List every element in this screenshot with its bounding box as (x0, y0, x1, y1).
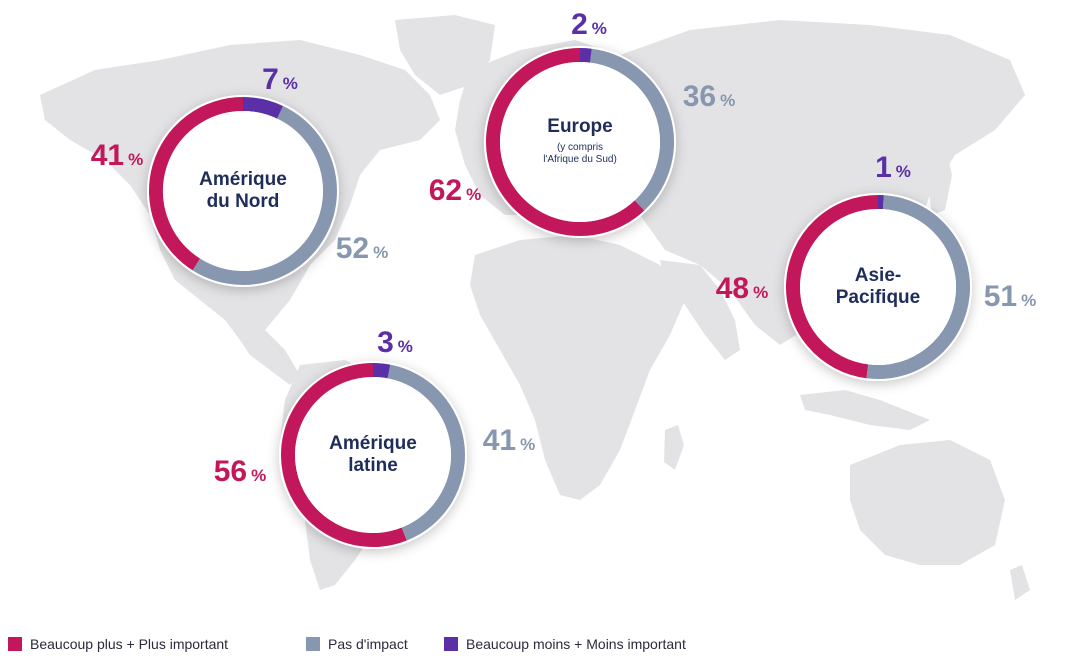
legend-item-less: Beaucoup moins + Moins important (444, 636, 686, 652)
data-label-more: 62% (429, 174, 482, 207)
legend-item-more: Beaucoup plus + Plus important (8, 636, 228, 652)
donut-segment-more (149, 97, 244, 271)
donut-segment-less (242, 97, 284, 119)
donut-segment-more (281, 363, 407, 547)
legend-swatch-more (8, 637, 22, 651)
region-title: Amérique (329, 433, 417, 454)
data-label-more: 48% (716, 272, 769, 305)
region-title: latine (348, 455, 398, 476)
data-label-none: 52% (336, 232, 389, 265)
legend-item-none: Pas d'impact (306, 636, 408, 652)
legend-label-more: Beaucoup plus + Plus important (30, 636, 229, 652)
donut-center (163, 111, 323, 271)
donut-center (295, 377, 451, 533)
donut-segment-none (192, 105, 337, 285)
donut-segment-more (486, 48, 645, 236)
legend-swatch-less (444, 637, 458, 651)
legend-label-less: Beaucoup moins + Moins important (466, 636, 686, 652)
region-title: Europe (547, 116, 612, 137)
region-title: Asie- (855, 265, 901, 286)
data-label-none: 51% (984, 280, 1037, 313)
data-label-none: 36% (683, 80, 736, 113)
data-label-less: 1% (875, 151, 911, 184)
donut-center (500, 62, 660, 222)
data-label-more: 56% (214, 455, 267, 488)
donut-center (800, 209, 956, 365)
legend: Beaucoup plus + Plus important Pas d'imp… (0, 630, 1066, 660)
data-label-none: 41% (483, 424, 536, 457)
region-subtitle: (y compris (557, 142, 603, 153)
data-label-less: 7% (262, 63, 298, 96)
data-label-more: 41% (91, 139, 144, 172)
donut-segment-none (589, 48, 674, 211)
data-label-less: 3% (377, 326, 413, 359)
donut-segment-more (786, 195, 879, 379)
region-title: Amérique (199, 169, 287, 190)
region-subtitle: l'Afrique du Sud) (543, 154, 617, 165)
region-title: du Nord (207, 191, 280, 212)
donut-segment-none (387, 364, 465, 541)
legend-swatch-none (306, 637, 320, 651)
region-title: Pacifique (836, 287, 920, 308)
legend-label-none: Pas d'impact (328, 636, 408, 652)
donut-asie-pacifique: Asie-Pacifique 48% 51 % 1% (716, 151, 1037, 381)
donut-segment-less (372, 363, 391, 379)
data-label-less: 2% (571, 8, 607, 41)
donut-segment-none (866, 195, 971, 379)
donut-segment-less (579, 48, 592, 63)
